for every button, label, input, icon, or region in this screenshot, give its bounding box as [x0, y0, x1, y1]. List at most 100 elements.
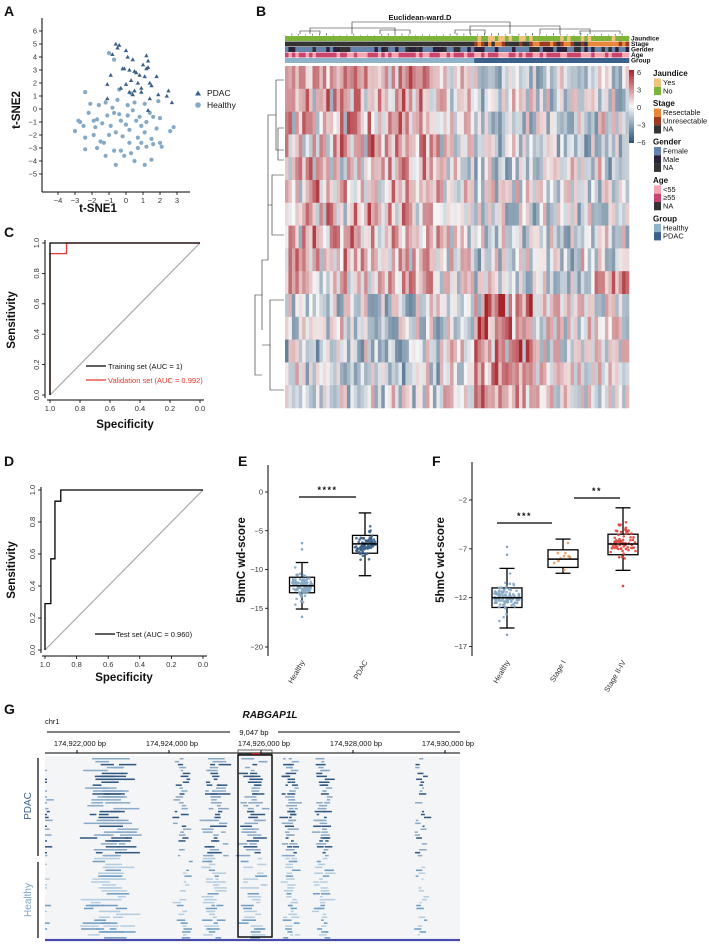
heatmap-cell	[453, 180, 458, 204]
annotation-cell	[408, 52, 413, 58]
heatmap-cell	[518, 134, 523, 158]
heatmap-cell	[594, 111, 599, 135]
annotation-cell	[501, 41, 506, 47]
annotation-cell	[601, 52, 606, 58]
heatmap-cell	[340, 134, 344, 158]
heatmap-cell	[622, 225, 626, 249]
heatmap-cell	[298, 271, 303, 295]
read-segment	[88, 934, 100, 936]
heatmap-cell	[463, 225, 468, 249]
heatmap-cell	[315, 157, 320, 181]
read-segment	[285, 928, 292, 930]
heatmap-cell	[350, 362, 355, 386]
read-segment	[243, 907, 253, 910]
read-segment	[252, 763, 258, 766]
data-point	[299, 582, 303, 585]
read-segment	[289, 813, 297, 816]
heatmap-cell	[401, 316, 406, 340]
data-point	[357, 540, 361, 544]
read-segment	[104, 937, 113, 939]
heatmap-cell	[536, 362, 540, 386]
read-segment	[214, 875, 219, 877]
heatmap-cell	[333, 202, 337, 226]
heatmap-cell	[532, 66, 537, 90]
annotation-cell	[553, 52, 558, 58]
heatmap-cell	[611, 88, 616, 112]
read-segment	[45, 769, 47, 772]
heatmap-cell	[436, 180, 441, 204]
heatmap-cell	[329, 294, 334, 318]
read-segment	[45, 878, 50, 880]
heatmap-cell	[491, 202, 496, 226]
heatmap-cell	[384, 157, 389, 181]
annotation-cell	[598, 47, 602, 52]
heatmap-cell	[312, 225, 317, 249]
heatmap-cell	[426, 88, 430, 112]
heatmap-cell	[498, 88, 503, 112]
data-point	[300, 588, 304, 592]
read-segment	[244, 910, 258, 913]
read-segment	[286, 834, 295, 836]
heatmap-cell	[298, 385, 303, 409]
heatmap-cell	[481, 385, 485, 409]
heatmap-cell	[391, 88, 396, 112]
heatmap-cell	[426, 180, 430, 204]
heatmap-cell	[329, 111, 334, 135]
data-point	[504, 586, 508, 589]
read-segment	[178, 802, 184, 804]
read-segment	[324, 916, 328, 919]
heatmap-cell	[412, 180, 417, 204]
read-segment	[322, 857, 328, 860]
heatmap-cell	[512, 180, 516, 204]
heatmap-cell	[312, 362, 317, 386]
heatmap-cell	[536, 225, 540, 249]
heatmap-cell	[302, 339, 306, 363]
read-segment	[251, 799, 257, 801]
annotation-cell	[598, 36, 602, 41]
heatmap-cell	[518, 362, 523, 386]
heatmap-cell	[563, 180, 568, 204]
x-tick-label: 0.4	[135, 404, 145, 413]
heatmap-cell	[608, 157, 613, 181]
read-segment	[87, 804, 97, 807]
heatmap-cell	[343, 316, 348, 340]
read-segment	[175, 784, 182, 786]
heatmap-cell	[412, 294, 417, 318]
data-point	[367, 557, 371, 561]
read-segment	[121, 772, 128, 775]
heatmap-cell	[405, 66, 410, 90]
heatmap-cell	[412, 271, 417, 295]
read-segment	[289, 810, 295, 813]
heatmap-cell	[319, 362, 324, 386]
data-point	[503, 605, 507, 609]
read-segment	[320, 904, 326, 907]
heatmap-cell	[474, 111, 478, 135]
pdac-point	[142, 74, 147, 79]
heatmap-cell	[398, 271, 403, 295]
heatmap-cell	[374, 180, 379, 204]
heatmap-cell	[315, 225, 320, 249]
annotation-cell	[512, 41, 516, 47]
heatmap-cell	[536, 248, 540, 272]
annotation-cell	[608, 52, 613, 58]
annotation-cell	[408, 41, 413, 47]
heatmap-cell	[573, 248, 578, 272]
read-segment	[211, 790, 216, 792]
heatmap-cell	[549, 66, 554, 90]
heatmap-cell	[395, 271, 399, 295]
heatmap-cell	[518, 66, 523, 90]
heatmap-cell	[408, 385, 413, 409]
heatmap-cell	[333, 134, 337, 158]
heatmap-cell	[525, 66, 530, 90]
annotation-cell	[346, 41, 351, 47]
heatmap-cell	[367, 88, 372, 112]
heatmap-cell	[426, 225, 430, 249]
heatmap-cell	[591, 225, 595, 249]
read-segment	[222, 843, 229, 845]
heatmap-cell	[560, 66, 564, 90]
annotation-cell	[601, 36, 606, 41]
healthy-point	[142, 162, 147, 167]
heatmap-cell	[525, 385, 530, 409]
read-segment	[206, 910, 216, 913]
heatmap-cell	[429, 248, 434, 272]
